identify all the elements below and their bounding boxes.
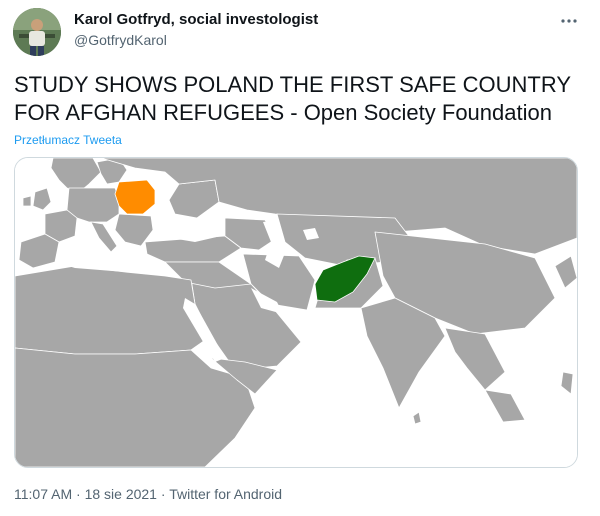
more-button[interactable] bbox=[556, 8, 582, 34]
avatar-image bbox=[13, 8, 61, 56]
poland-highlight bbox=[114, 179, 156, 215]
avatar[interactable] bbox=[13, 8, 61, 56]
tweet-text-line-1: STUDY SHOWS POLAND THE FIRST SAFE COUNTR… bbox=[14, 72, 572, 97]
tweet-source-link[interactable]: Twitter for Android bbox=[169, 486, 283, 502]
tweet-text-line-2: FOR AFGHAN REFUGEES - Open Society Found… bbox=[14, 100, 552, 125]
tweet-meta: 11:07 AM · 18 sie 2021 · Twitter for And… bbox=[14, 486, 282, 502]
translate-link[interactable]: Przetłumacz Tweeta bbox=[14, 133, 122, 147]
tweet-text: STUDY SHOWS POLAND THE FIRST SAFE COUNTR… bbox=[14, 71, 590, 127]
tweet-time[interactable]: 11:07 AM bbox=[14, 486, 73, 502]
meta-separator: · bbox=[156, 486, 170, 502]
tweet-media-map[interactable] bbox=[14, 157, 578, 468]
author-display-name[interactable]: Karol Gotfryd, social investologist bbox=[74, 11, 319, 28]
meta-separator: · bbox=[72, 486, 85, 502]
more-dots-icon bbox=[561, 19, 577, 23]
afghanistan-highlight bbox=[314, 255, 376, 303]
author-handle[interactable]: @GotfrydKarol bbox=[74, 32, 167, 48]
tweet-date[interactable]: 18 sie 2021 bbox=[84, 486, 157, 502]
map-image bbox=[15, 158, 577, 467]
